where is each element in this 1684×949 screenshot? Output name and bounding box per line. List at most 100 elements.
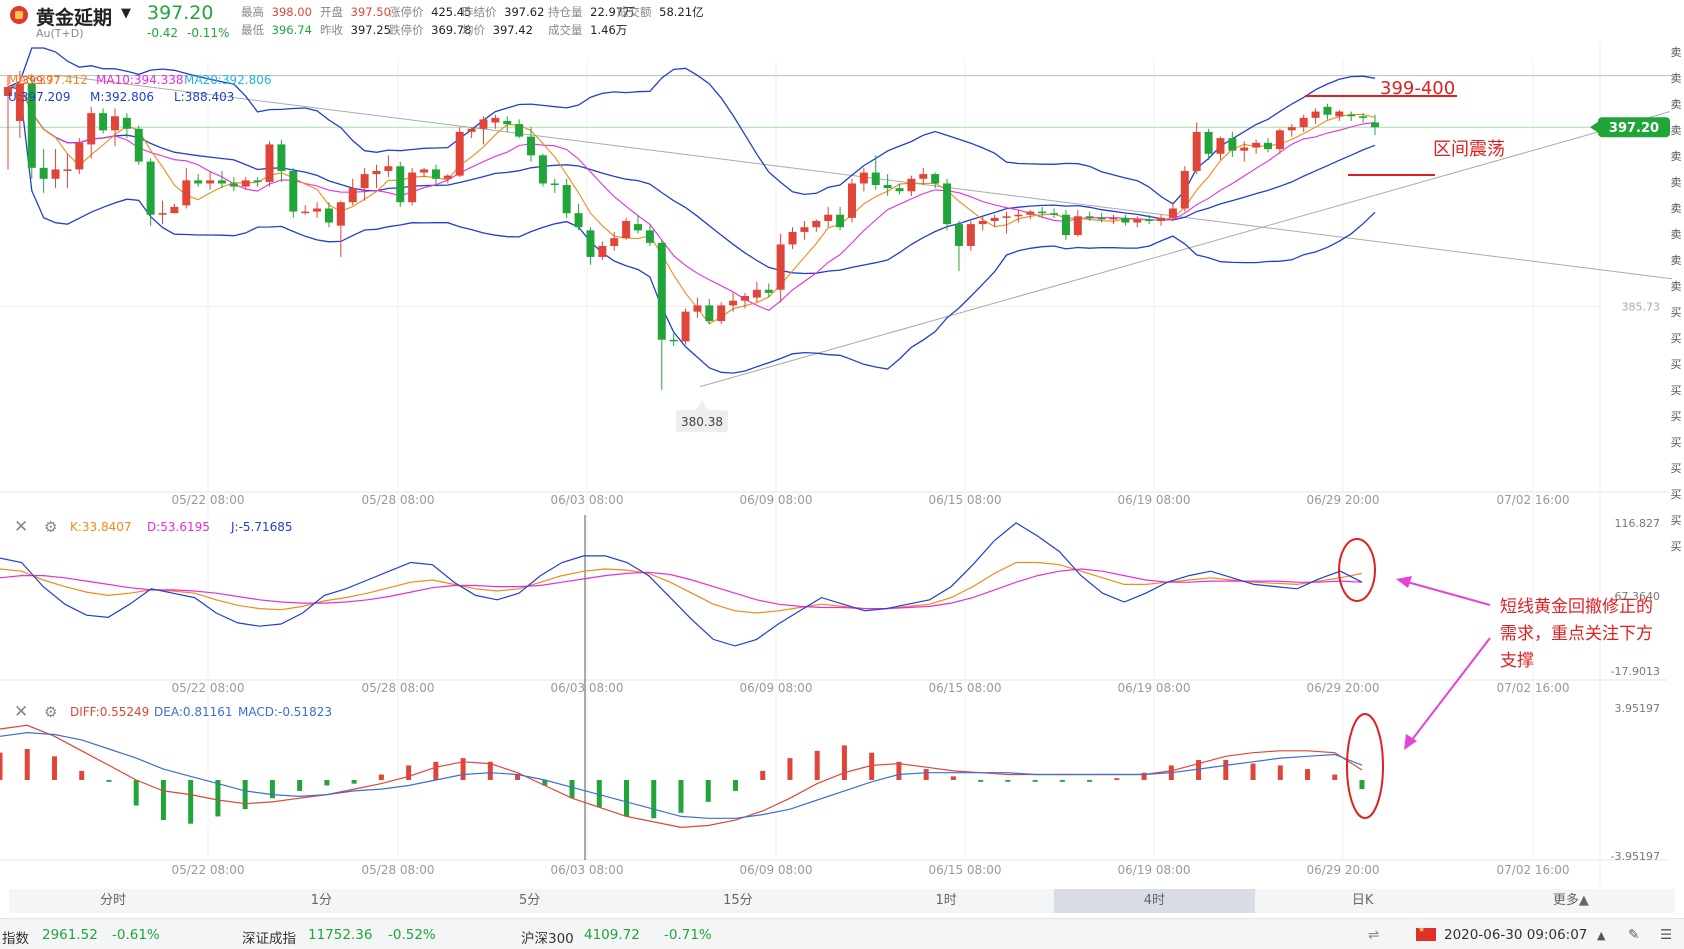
tab-日K[interactable]: 日K [1351,893,1374,908]
index1-name[interactable]: 指数 [2,931,29,947]
x-tick-label: 06/03 08:00 [551,681,624,695]
candle-body [1192,131,1201,171]
kdj-settings-icon: ⚙ [44,518,57,536]
quote-0: 最高 398.00 [241,4,312,20]
macd-histogram-bar [705,780,711,802]
ma5-line [7,84,1376,325]
x-tick-label: 06/09 08:00 [740,863,813,877]
index1-value: 2961.52 [42,927,98,943]
tab-更多▲[interactable]: 更多▲ [1552,893,1589,908]
last-price-marker-arrow [1590,121,1599,134]
annotation-arrow-kdj-head [1396,576,1412,588]
macd-histogram-bar [297,780,303,791]
tab-1时[interactable]: 1时 [935,893,957,908]
macd-histogram-bar [596,780,602,808]
x-tick-label: 06/09 08:00 [740,493,813,507]
side-order-label: 卖 [1671,228,1682,241]
candle-body [740,296,749,301]
boll-lower-line [7,86,1376,374]
candle-body [1050,213,1059,215]
index2-change: -0.52% [388,927,436,943]
macd-histogram-bar [378,774,384,780]
macd-histogram-bar [487,761,493,780]
x-tick-label: 06/15 08:00 [929,493,1002,507]
candle-body [788,231,797,245]
quote-5: 成交额 58.21亿 [617,4,704,20]
candle-body [966,224,975,246]
candle-body [669,339,678,342]
candle-body [705,305,714,322]
candle-body [1335,111,1344,117]
kdj-J-line [0,522,1363,647]
quote-label: 成交额 [617,5,652,19]
macd-histogram-bar [1196,759,1202,780]
symbol-dropdown-icon[interactable]: ▼ [121,6,131,21]
side-order-label: 买 [1671,540,1682,553]
tab-1分[interactable]: 1分 [310,893,333,908]
candle-body [681,311,690,342]
candle-body [883,185,892,189]
macd-histogram-bar [624,780,630,817]
candle-body [301,211,310,214]
macd-legend-1: DEA:0.81161 [154,705,233,719]
quote-label: 昨收 [320,23,343,37]
candle-body [610,238,619,246]
x-tick-label: 05/22 08:00 [172,863,245,877]
menu-icon[interactable]: ☰ [1660,927,1673,943]
quote-label: 成交量 [548,23,583,37]
candle-body [1359,116,1368,118]
quote-value: 397.62 [500,5,545,19]
macd-bottom-tick: -3.95197 [1611,850,1660,863]
annotation-kdj-circle [1338,538,1376,602]
macd-histogram-bar [24,749,30,780]
network-icon[interactable]: ⇌ [1368,927,1380,943]
kdj-mid-tick: 67.3640 [1615,590,1661,603]
quote-value: 397.25 [347,23,391,37]
candle-body [182,180,191,206]
candle-body [1311,111,1320,118]
candle-body [1299,117,1308,128]
up-caret-icon[interactable]: ▲ [1597,929,1606,942]
candle-body [158,213,167,215]
quote-label: 跌停价 [389,23,424,37]
candle-body [51,169,60,179]
x-tick-label: 06/29 20:00 [1307,681,1380,695]
candle-body [1264,142,1273,150]
index2-name[interactable]: 深证成指 [242,931,296,947]
symbol-name[interactable]: 黄金延期 [36,7,113,29]
candle-body [1061,214,1070,236]
side-order-label: 卖 [1671,98,1682,111]
candle-body [420,169,429,173]
x-tick-label: 05/22 08:00 [172,681,245,695]
candle-body [265,144,274,182]
candle-body [895,188,904,192]
candle-body [515,124,524,137]
market-index-bar: 指数 2961.52 -0.61% 深证成指 11752.36 -0.52% 沪… [0,918,1684,949]
candle-body [110,116,119,131]
candle-body [75,142,84,170]
kline-chart[interactable]: 05/22 08:00 05/28 08:00 06/03 08:00 06/09 0… [0,0,1684,918]
candle-body [431,169,440,179]
candle-body [1145,219,1154,221]
macd-dea-line [0,731,1363,819]
tab-5分[interactable]: 5分 [518,893,541,908]
macd-histogram-bar [814,750,820,780]
macd-histogram-bar [351,780,357,784]
candle-body [1180,170,1189,209]
candle-body [1026,211,1035,215]
tab-4时[interactable]: 4时 [1054,889,1255,913]
candle-body [847,183,856,218]
candle-body [1168,208,1177,218]
candle-body [194,180,203,184]
x-tick-label: 07/02 16:00 [1497,863,1570,877]
tab-分时[interactable]: 分时 [100,893,127,908]
index3-name[interactable]: 沪深300 [521,931,574,947]
boll-upper-line [7,47,1376,205]
boll-legend-2: L:388.403 [174,90,234,104]
close-kdj-icon: ✕ [14,517,28,537]
candle-body [313,208,322,212]
low-price-label: 380.38 [681,415,723,429]
candle-body [1216,138,1225,154]
edit-icon[interactable]: ✎ [1628,927,1640,943]
tab-15分[interactable]: 15分 [723,893,753,908]
